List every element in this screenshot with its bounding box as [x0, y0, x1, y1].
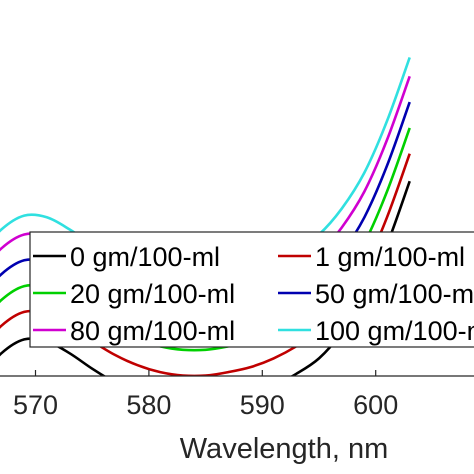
- legend-label-2: 20 gm/100-ml: [70, 279, 235, 309]
- legend-label-0: 0 gm/100-ml: [70, 242, 220, 272]
- series-layer: [0, 56, 411, 376]
- x-axis-ticks: 570 580 590 600: [13, 370, 398, 420]
- x-tick-label-3: 600: [353, 390, 398, 420]
- x-axis-label: Wavelength, nm: [180, 433, 388, 465]
- legend-box: [29, 231, 474, 348]
- legend: 0 gm/100-ml 1 gm/100-ml 20 gm/100-ml 50 gm/…: [29, 231, 474, 348]
- legend-label-4: 80 gm/100-ml: [70, 316, 235, 346]
- legend-label-5: 100 gm/100-ml: [315, 316, 474, 346]
- legend-label-1: 1 gm/100-ml: [315, 242, 465, 272]
- x-tick-label-1: 580: [126, 390, 171, 420]
- x-tick-label-2: 590: [240, 390, 285, 420]
- legend-label-3: 50 gm/100-ml: [315, 279, 474, 309]
- x-tick-label-0: 570: [13, 390, 58, 420]
